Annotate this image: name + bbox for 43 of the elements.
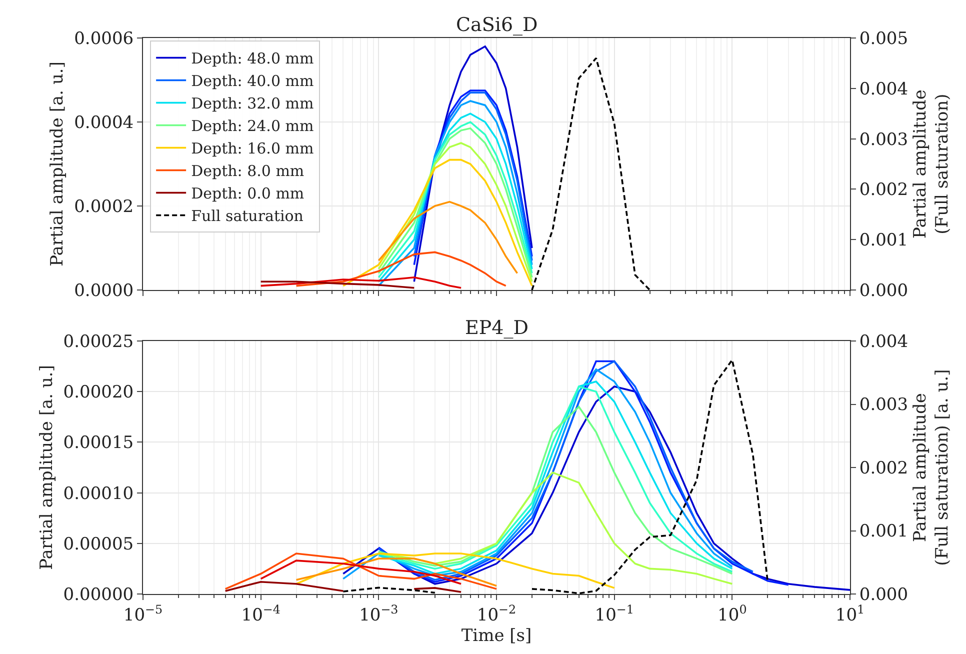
legend-label: Depth: 40.0 mm [191,72,314,90]
x-tick-label: 10$^{−1}$ [594,602,634,626]
y2-tick-label: 0.002 [859,180,908,200]
chart-title: CaSi6_D [456,14,538,36]
y-tick-label: 0.00020 [63,382,134,403]
x-tick-label: 10$^{−2}$ [476,602,516,626]
y-tick-label: 0.00000 [63,584,134,605]
x-tick-label: 10$^{1}$ [835,602,865,626]
y-tick-label: 0.0000 [74,280,134,301]
legend-label: Depth: 16.0 mm [191,140,314,158]
y-tick-label: 0.0006 [74,28,134,49]
y-axis-title: Partial amplitude [a. u.] [36,365,57,570]
y2-tick-label: 0.005 [859,28,908,49]
y2-tick-label: 0.004 [859,332,908,352]
legend-label: Full saturation [191,207,304,226]
chart-title: EP4_D [465,317,528,339]
legend-label: Depth: 48.0 mm [191,50,314,68]
y2-tick-label: 0.002 [859,458,908,478]
y2-tick-label: 0.000 [859,280,908,301]
y-tick-label: 0.00015 [63,433,134,454]
y2-axis-title: Partial amplitude (Full saturation) [910,90,953,238]
legend-label: Depth: 24.0 mm [191,117,314,136]
y2-tick-label: 0.003 [859,130,908,150]
y-tick-label: 0.00010 [63,484,134,504]
x-axis-title: Time [s] [461,626,532,646]
y-axis-title: Partial amplitude [a. u.] [48,62,68,266]
y-tick-label: 0.0002 [74,196,134,217]
y-tick-label: 0.00025 [63,332,134,352]
x-tick-label: 10$^{−3}$ [359,602,398,626]
x-tick-label: 10$^{−5}$ [123,602,163,626]
y-tick-label: 0.00005 [63,534,134,554]
legend-label: Depth: 32.0 mm [191,94,314,113]
y2-tick-label: 0.001 [859,522,908,542]
y-tick-label: 0.0004 [74,112,134,133]
legend-label: Depth: 0.0 mm [191,184,304,203]
y2-tick-label: 0.001 [859,230,908,251]
y2-tick-label: 0.004 [859,79,908,100]
y2-tick-label: 0.000 [859,584,908,605]
x-tick-label: 10$^{0}$ [718,602,747,626]
y2-axis-title: Partial amplitude (Full saturation) [a. u.] [910,369,953,566]
legend-label: Depth: 8.0 mm [191,162,304,180]
x-tick-label: 10$^{−4}$ [241,602,280,626]
y2-tick-label: 0.003 [859,395,908,416]
